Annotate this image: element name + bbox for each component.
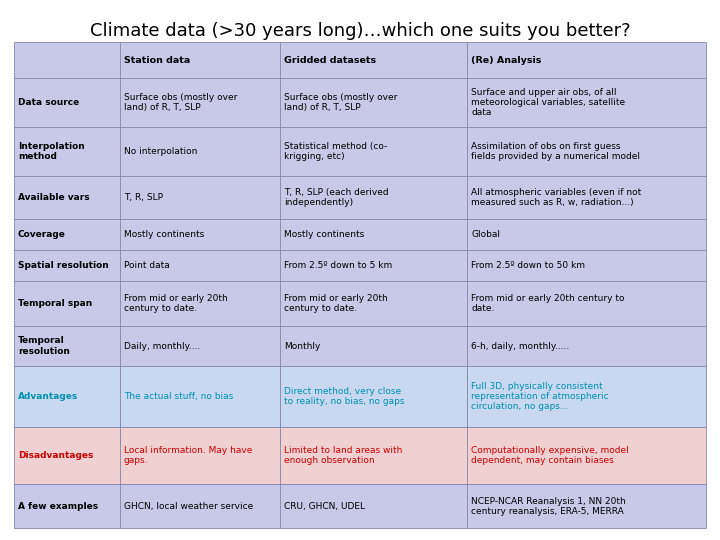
Bar <box>467 78 706 127</box>
Bar <box>467 219 706 250</box>
Text: From mid or early 20th century to
date.: From mid or early 20th century to date. <box>472 294 625 313</box>
Text: Full 3D, physically consistent
representation of atmospheric
circulation, no gap: Full 3D, physically consistent represent… <box>472 382 609 411</box>
Bar <box>280 78 467 127</box>
Bar <box>14 484 120 528</box>
Text: Interpolation
method: Interpolation method <box>18 141 85 161</box>
Text: Surface obs (mostly over
land) of R, T, SLP: Surface obs (mostly over land) of R, T, … <box>124 93 238 112</box>
Bar <box>280 281 467 326</box>
Bar <box>280 176 467 219</box>
Text: CRU, GHCN, UDEL: CRU, GHCN, UDEL <box>284 502 366 511</box>
Bar <box>14 250 120 281</box>
Text: GHCN, local weather service: GHCN, local weather service <box>124 502 253 511</box>
Bar <box>14 42 120 78</box>
Bar <box>120 176 280 219</box>
Text: Gridded datasets: Gridded datasets <box>284 56 377 65</box>
Bar <box>120 326 280 366</box>
Bar <box>280 427 467 484</box>
Bar <box>14 366 120 427</box>
Bar <box>14 127 120 176</box>
Text: Disadvantages: Disadvantages <box>18 451 94 460</box>
Text: Surface obs (mostly over
land) of R, T, SLP: Surface obs (mostly over land) of R, T, … <box>284 93 397 112</box>
Text: Station data: Station data <box>124 56 190 65</box>
Bar <box>280 484 467 528</box>
Text: Mostly continents: Mostly continents <box>124 230 204 239</box>
Text: Assimilation of obs on first guess
fields provided by a numerical model: Assimilation of obs on first guess field… <box>472 141 640 161</box>
Bar <box>14 326 120 366</box>
Text: Temporal span: Temporal span <box>18 299 92 308</box>
Text: From 2.5º down to 50 km: From 2.5º down to 50 km <box>472 261 585 270</box>
Text: Spatial resolution: Spatial resolution <box>18 261 109 270</box>
Text: Daily, monthly....: Daily, monthly.... <box>124 342 200 350</box>
Text: Global: Global <box>472 230 500 239</box>
Bar <box>120 366 280 427</box>
Bar <box>14 427 120 484</box>
Text: Data source: Data source <box>18 98 79 107</box>
Bar <box>467 427 706 484</box>
Bar <box>120 484 280 528</box>
Bar <box>280 127 467 176</box>
Text: Advantages: Advantages <box>18 392 78 401</box>
Bar <box>467 281 706 326</box>
Bar <box>280 219 467 250</box>
Text: Climate data (>30 years long)…which one suits you better?: Climate data (>30 years long)…which one … <box>90 22 630 40</box>
Text: Coverage: Coverage <box>18 230 66 239</box>
Bar <box>467 326 706 366</box>
Bar <box>120 78 280 127</box>
Text: Surface and upper air obs, of all
meteorological variables, satellite
data: Surface and upper air obs, of all meteor… <box>472 87 626 118</box>
Bar <box>280 326 467 366</box>
Text: Local information. May have
gaps.: Local information. May have gaps. <box>124 446 252 465</box>
Bar <box>280 42 467 78</box>
Bar <box>14 281 120 326</box>
Bar <box>280 250 467 281</box>
Text: 6-h, daily, monthly.....: 6-h, daily, monthly..... <box>472 342 570 350</box>
Bar <box>120 127 280 176</box>
Text: Point data: Point data <box>124 261 170 270</box>
Bar <box>280 366 467 427</box>
Text: Available vars: Available vars <box>18 193 89 202</box>
Bar <box>467 484 706 528</box>
Bar <box>467 127 706 176</box>
Text: The actual stuff, no bias: The actual stuff, no bias <box>124 392 233 401</box>
Text: Mostly continents: Mostly continents <box>284 230 364 239</box>
Bar <box>467 366 706 427</box>
Text: From mid or early 20th
century to date.: From mid or early 20th century to date. <box>124 294 228 313</box>
Text: From 2.5º down to 5 km: From 2.5º down to 5 km <box>284 261 392 270</box>
Text: Temporal
resolution: Temporal resolution <box>18 336 70 356</box>
Text: Direct method, very close
to reality, no bias, no gaps: Direct method, very close to reality, no… <box>284 387 405 406</box>
Bar <box>467 176 706 219</box>
Bar <box>467 250 706 281</box>
Text: No interpolation: No interpolation <box>124 147 197 156</box>
Bar <box>14 219 120 250</box>
Bar <box>120 42 280 78</box>
Bar <box>467 42 706 78</box>
Bar <box>120 219 280 250</box>
Text: Monthly: Monthly <box>284 342 321 350</box>
Text: Statistical method (co-
krigging, etc): Statistical method (co- krigging, etc) <box>284 141 387 161</box>
Bar <box>120 281 280 326</box>
Text: NCEP-NCAR Reanalysis 1, NN 20th
century reanalysis, ERA-5, MERRA: NCEP-NCAR Reanalysis 1, NN 20th century … <box>472 496 626 516</box>
Text: All atmospheric variables (even if not
measured such as R, w, radiation...): All atmospheric variables (even if not m… <box>472 188 642 207</box>
Text: T, R, SLP: T, R, SLP <box>124 193 163 202</box>
Text: A few examples: A few examples <box>18 502 98 511</box>
Text: Computationally expensive, model
dependent, may contain biases: Computationally expensive, model depende… <box>472 446 629 465</box>
Text: (Re) Analysis: (Re) Analysis <box>472 56 541 65</box>
Text: Limited to land areas with
enough observation: Limited to land areas with enough observ… <box>284 446 402 465</box>
Text: T, R, SLP (each derived
independently): T, R, SLP (each derived independently) <box>284 188 389 207</box>
Bar <box>14 78 120 127</box>
Bar <box>120 250 280 281</box>
Text: From mid or early 20th
century to date.: From mid or early 20th century to date. <box>284 294 388 313</box>
Bar <box>14 176 120 219</box>
Bar <box>120 427 280 484</box>
